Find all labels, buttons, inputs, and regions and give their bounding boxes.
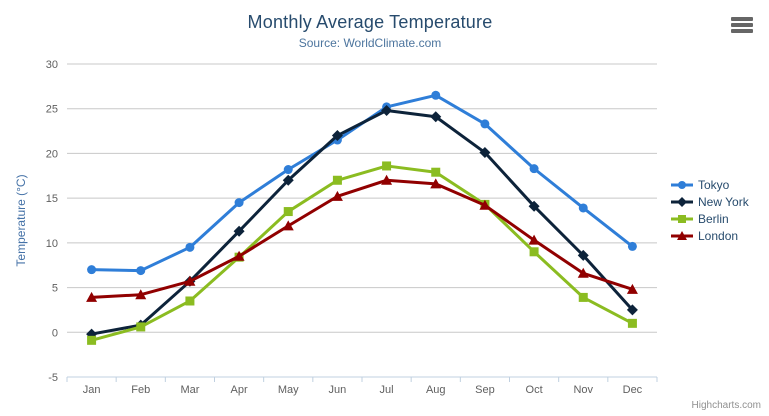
y-axis-tick-label: 20 — [46, 148, 58, 160]
legend-item-new-york[interactable]: New York — [671, 195, 749, 209]
data-point-marker-square[interactable] — [529, 247, 539, 257]
chart-title: Monthly Average Temperature — [247, 12, 493, 32]
x-axis-tick-label: Apr — [231, 384, 248, 396]
data-point-marker-square[interactable] — [136, 322, 146, 332]
data-point-marker-circle[interactable] — [431, 90, 441, 100]
data-point-marker-diamond[interactable] — [577, 249, 589, 261]
data-point-marker-square[interactable] — [332, 175, 342, 185]
legend-label: Tokyo — [698, 178, 730, 192]
legend-label: New York — [698, 195, 749, 209]
x-axis-tick-label: Jun — [329, 384, 347, 396]
data-point-marker-triangle[interactable] — [135, 289, 147, 300]
data-point-marker-triangle[interactable] — [282, 220, 294, 231]
data-point-marker-diamond[interactable] — [381, 105, 393, 117]
y-axis-title: Temperature (°C) — [14, 174, 28, 266]
series-line[interactable] — [90, 109, 634, 336]
x-axis-tick-label: Oct — [526, 384, 543, 396]
x-axis-tick-label: Dec — [623, 384, 643, 396]
data-point-marker-diamond[interactable] — [282, 174, 294, 186]
y-axis-tick-label: -5 — [48, 372, 58, 384]
data-point-marker-square — [678, 215, 686, 223]
data-point-marker-diamond[interactable] — [233, 225, 245, 237]
legend-marker-diamond-icon — [671, 197, 693, 207]
legend-marker-square-icon — [671, 215, 693, 223]
y-axis-tick-label: 10 — [46, 238, 58, 250]
data-point-marker-square[interactable] — [578, 292, 588, 302]
series-line[interactable] — [90, 164, 634, 342]
data-point-marker-circle[interactable] — [185, 242, 195, 252]
y-axis-tick-label: 0 — [52, 327, 58, 339]
data-point-marker-diamond[interactable] — [479, 147, 491, 159]
data-point-marker-triangle[interactable] — [528, 234, 540, 245]
data-point-marker-square[interactable] — [431, 167, 441, 177]
series-line[interactable] — [90, 178, 634, 299]
data-point-marker-circle[interactable] — [480, 119, 490, 129]
data-point-marker-diamond[interactable] — [331, 130, 343, 142]
data-point-marker-diamond — [677, 197, 687, 207]
y-axis-tick-label: 15 — [46, 193, 58, 205]
legend-item-london[interactable]: London — [671, 229, 749, 243]
data-point-marker-triangle[interactable] — [479, 199, 491, 210]
data-point-marker-square[interactable] — [283, 207, 293, 217]
x-axis-tick-label: Jan — [83, 384, 101, 396]
x-axis-tick-label: May — [278, 384, 299, 396]
data-point-marker-diamond[interactable] — [528, 200, 540, 212]
legend-item-tokyo[interactable]: Tokyo — [671, 178, 749, 192]
legend-marker-circle-icon — [671, 181, 693, 189]
data-point-marker-triangle[interactable] — [86, 291, 98, 302]
data-point-marker-square[interactable] — [627, 318, 637, 328]
data-point-marker-diamond[interactable] — [626, 304, 638, 316]
x-axis-tick-label: Feb — [131, 384, 150, 396]
data-point-marker-square[interactable] — [185, 296, 195, 306]
x-axis-tick-label: Aug — [426, 384, 446, 396]
data-point-marker-circle[interactable] — [87, 265, 97, 275]
credits-link[interactable]: Highcharts.com — [691, 400, 761, 411]
x-axis-tick-label: Jul — [380, 384, 394, 396]
data-point-marker-triangle[interactable] — [430, 178, 442, 189]
x-axis-tick-label: Mar — [180, 384, 199, 396]
data-point-marker-triangle[interactable] — [577, 267, 589, 278]
legend: Tokyo New York Berlin London — [671, 178, 749, 243]
data-point-marker-circle[interactable] — [627, 241, 637, 251]
export-menu-button[interactable] — [731, 15, 755, 35]
y-axis-tick-label: 5 — [52, 283, 58, 295]
data-point-marker-circle[interactable] — [529, 164, 539, 174]
data-point-marker-square[interactable] — [87, 335, 97, 345]
legend-marker-triangle-icon — [671, 231, 693, 240]
data-point-marker-circle[interactable] — [578, 203, 588, 213]
legend-label: London — [698, 229, 739, 243]
data-point-marker-triangle — [677, 231, 687, 240]
data-point-marker-triangle[interactable] — [626, 283, 638, 294]
legend-label: Berlin — [698, 212, 729, 226]
data-point-marker-triangle[interactable] — [184, 275, 196, 286]
data-point-marker-square[interactable] — [382, 161, 392, 171]
x-axis-tick-label: Sep — [475, 384, 495, 396]
y-axis-tick-label: 25 — [46, 104, 58, 116]
y-axis-tick-label: 30 — [46, 59, 58, 71]
series-london — [86, 174, 638, 302]
data-point-marker-circle[interactable] — [136, 266, 146, 276]
chart-subtitle: Source: WorldClimate.com — [298, 36, 442, 50]
data-point-marker-circle[interactable] — [234, 198, 244, 208]
data-point-marker-diamond[interactable] — [430, 111, 442, 123]
data-point-marker-circle — [678, 181, 686, 189]
series-new-york — [86, 105, 638, 340]
legend-item-berlin[interactable]: Berlin — [671, 212, 749, 226]
data-point-marker-triangle[interactable] — [381, 174, 393, 185]
series-tokyo — [87, 90, 637, 276]
data-point-marker-triangle[interactable] — [331, 190, 343, 201]
data-point-marker-triangle[interactable] — [233, 250, 245, 261]
data-point-marker-circle[interactable] — [283, 165, 293, 175]
x-axis-tick-label: Nov — [573, 384, 593, 396]
